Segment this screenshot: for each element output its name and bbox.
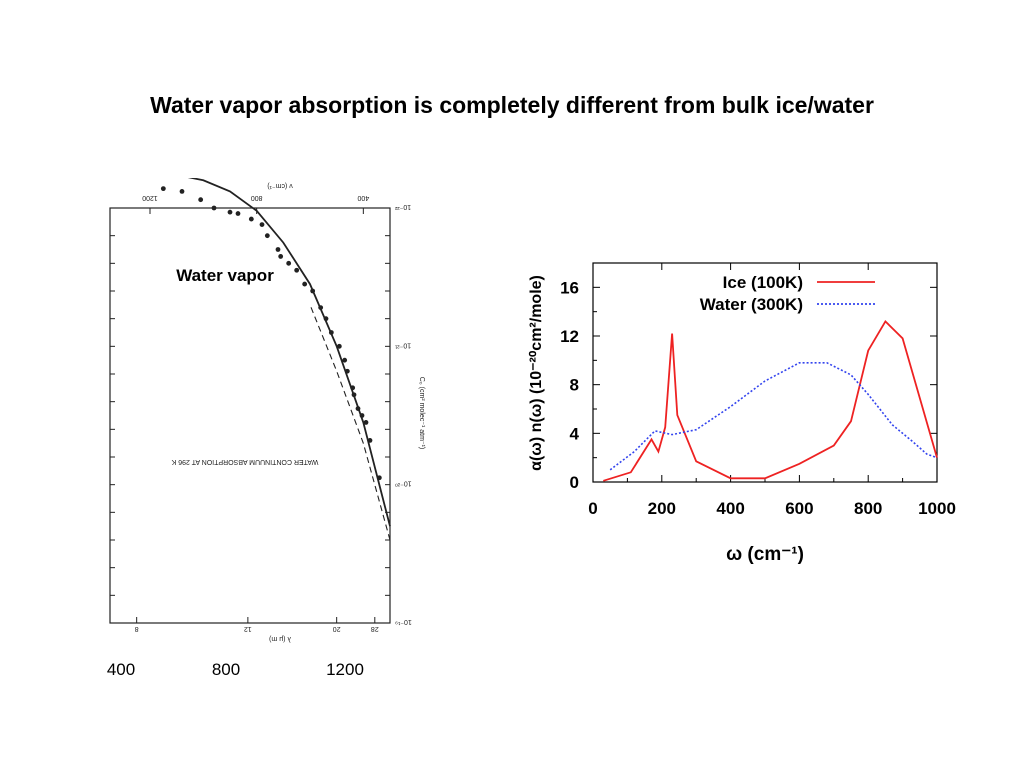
scan-x-tick-label: 800 [251,194,263,201]
x-tick-label: 800 [854,499,882,518]
scan-top-tick-label: 28 [371,625,379,632]
scan-data-point [342,357,348,363]
scan-data-point [318,305,324,310]
scan-top-tick-label: 20 [333,625,341,632]
scan-data-point [355,406,361,411]
scan-data-point [351,392,357,398]
scan-data-point [160,186,166,192]
bottom-tick-800: 800 [211,660,241,679]
x-tick-label: 1000 [918,499,956,518]
scan-data-point [310,288,316,294]
scan-data-point [302,281,308,287]
y-tick-label: 16 [560,278,579,297]
scan-data-point [376,475,382,481]
water-vapor-scanned-chart: 400 800 1200 ν (cm⁻¹) 28 20 12 8 λ (μ m) 10⁻¹⁹ 10⁻… [55,168,440,648]
scan-top-axis-label: λ (μ m) [269,635,291,642]
scan-data-point [278,254,284,259]
scan-data-point [350,385,356,391]
y-tick-label: 12 [560,327,579,346]
scan-data-point [323,316,329,322]
scan-data-point [211,205,217,211]
water-vapor-label: Water vapor [176,266,274,285]
scan-x-tick-label: 400 [357,194,369,201]
x-axis-label: ω (cm⁻¹) [726,544,804,565]
bottom-tick-400: 400 [106,660,136,679]
x-tick-label: 0 [588,499,597,518]
scan-data-point [344,368,350,374]
scan-data-point [367,438,373,443]
scan-data-point [363,420,369,425]
y-tick-label: 8 [570,376,579,395]
scan-data-point [235,211,241,216]
x-tick-label: 600 [785,499,813,518]
scan-y-tick-label: 10⁻¹⁹ [395,618,412,625]
scan-data-point [275,247,281,252]
scan-x-axis-label: ν (cm⁻¹) [267,182,292,189]
scan-plot-header: WATER CONTINUUM ABSORPTION AT 296 K [171,458,318,465]
scan-x-tick-label: 1200 [142,194,158,201]
scan-data-point [294,267,300,273]
scan-data-point [198,197,204,203]
scan-dashed-line [309,304,391,541]
scan-data-point [336,343,342,349]
water-series-line [609,362,938,471]
scan-data-point [248,216,254,222]
scan-y-tick-label: 10⁻²⁰ [395,480,412,488]
scan-plot-frame [109,207,391,624]
scan-data-point [259,222,265,227]
slide-title: Water vapor absorption is completely dif… [150,92,874,118]
legend-water-label: Water (300K) [700,295,803,314]
scan-data-point [227,209,233,215]
y-tick-label: 0 [570,473,579,492]
scan-data-point [264,233,270,239]
y-tick-label: 4 [570,424,580,443]
scan-y-tick-label: 10⁻²¹ [394,341,411,348]
ice-series-line [603,319,938,482]
x-tick-label: 200 [648,499,676,518]
scan-data-point [359,413,365,418]
scan-y-tick-label: 10⁻²² [394,203,411,210]
bottom-tick-1200: 1200 [326,660,364,679]
scan-fit-line [109,168,391,527]
scan-top-tick-label: 8 [135,625,139,632]
scan-data-point [286,260,292,266]
legend-ice-label: Ice (100K) [723,273,803,292]
scan-data-point [328,330,334,335]
y-axis-label: α(ω) n(ω) (10⁻²⁰cm²/mole) [528,275,545,471]
scan-y-axis-label: C₀ (cm² molec⁻¹ atm⁻¹) [418,377,425,450]
water-vapor-chart-svg: 400 800 1200 ν (cm⁻¹) 28 20 12 8 λ (μ m) 10⁻¹⁹ 10⁻… [109,168,425,642]
ice-water-chart: 0 200 400 600 800 1000 0 4 8 12 16 ω (cm⁻¹) α(ω) n(ω… [505,255,975,575]
x-tick-label: 400 [716,499,744,518]
scan-data-point [179,189,185,194]
ice-water-chart-svg: 0 200 400 600 800 1000 0 4 8 12 16 ω (cm⁻¹) α(ω) n(ω… [528,262,956,565]
scan-top-tick-label: 12 [244,625,252,632]
